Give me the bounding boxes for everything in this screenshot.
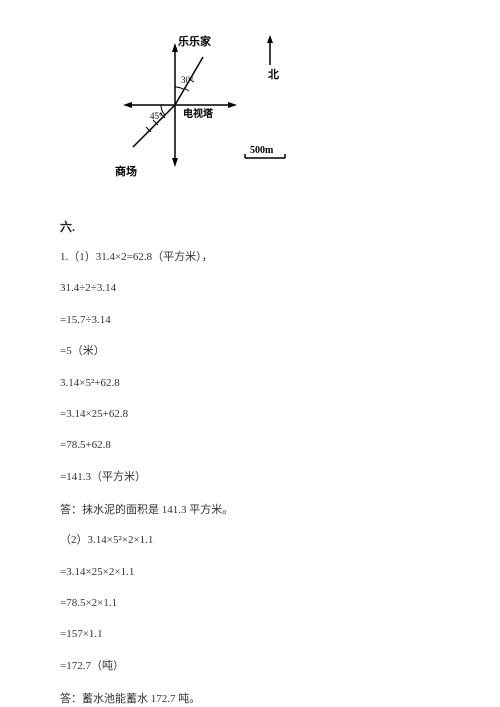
- calc-line: =141.3（平方米）: [60, 470, 440, 485]
- calc-line: 31.4÷2÷3.14: [60, 281, 440, 296]
- market-label: 商场: [115, 164, 137, 178]
- calc-line: =3.14×25×2×1.1: [60, 565, 440, 580]
- scale-label: 500m: [250, 145, 274, 156]
- lele-home-label: 乐乐家: [178, 34, 212, 48]
- angle2-label: 45°: [150, 111, 163, 121]
- calc-line: =172.7（吨）: [60, 659, 440, 674]
- diagram-svg: 北 30° 45° 电视塔: [100, 30, 300, 190]
- section-heading: 六.: [60, 218, 440, 235]
- calc-line: =5（米）: [60, 344, 440, 359]
- answer-line: 答：抹水泥的面积是 141.3 平方米。: [60, 501, 440, 517]
- answer-line: 答：蓄水池能蓄水 172.7 吨。: [60, 690, 440, 706]
- calc-line: =78.5+62.8: [60, 438, 440, 453]
- compass-diagram: 北 30° 45° 电视塔: [100, 30, 440, 193]
- calc-line: =78.5×2×1.1: [60, 596, 440, 611]
- angle1-label: 30°: [181, 75, 194, 85]
- north-label: 北: [268, 67, 279, 81]
- calc-line: （2）3.14×5²×2×1.1: [60, 533, 440, 548]
- calc-line: =3.14×25+62.8: [60, 407, 440, 422]
- calc-line: 1.（1）31.4×2=62.8（平方米），: [60, 250, 440, 265]
- calc-line: =157×1.1: [60, 627, 440, 642]
- calc-line: 3.14×5²+62.8: [60, 376, 440, 391]
- tv-tower-label: 电视塔: [183, 107, 214, 120]
- calc-line: =15.7÷3.14: [60, 313, 440, 328]
